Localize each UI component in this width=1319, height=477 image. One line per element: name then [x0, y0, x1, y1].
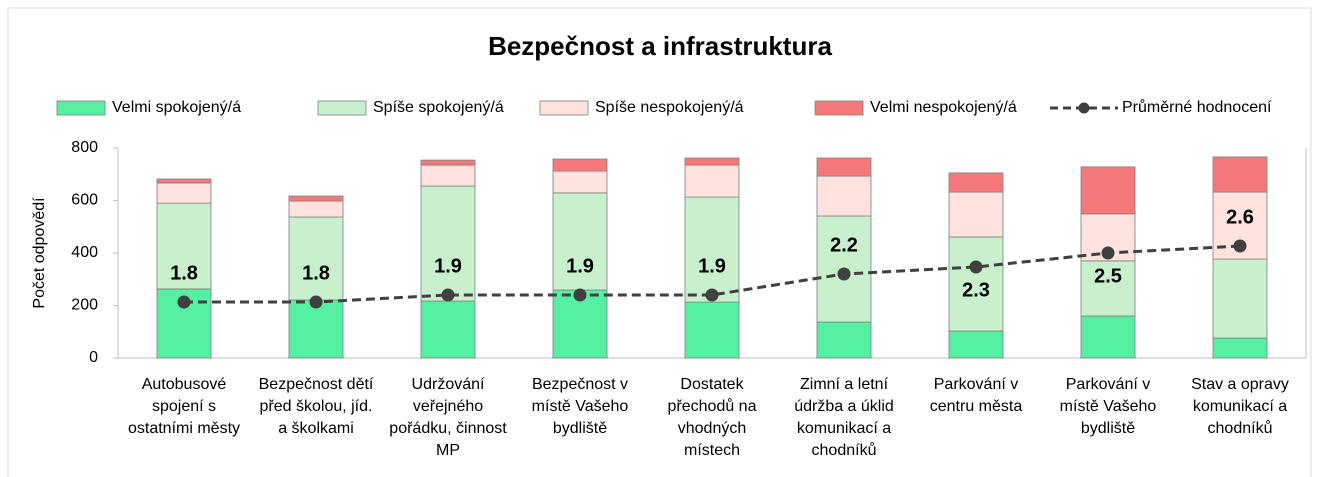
average-point — [1101, 246, 1115, 260]
bar-segment — [156, 178, 212, 184]
bar-segment — [1080, 315, 1136, 359]
bar-segment — [1212, 258, 1268, 339]
chart-frame — [7, 7, 1312, 477]
average-point — [1233, 239, 1247, 253]
bar-segment — [420, 185, 476, 302]
bar-segment — [288, 299, 344, 359]
legend-marker — [1078, 102, 1090, 114]
x-tick-label: Bezpečnost dětí před školou, jíd. a škol… — [258, 376, 374, 437]
bar-segment — [1212, 156, 1268, 193]
bar-segment — [420, 159, 476, 166]
legend-label: Spíše spokojený/á — [373, 99, 504, 116]
y-tick-label: 800 — [71, 139, 98, 156]
data-label: 2.6 — [1226, 206, 1254, 228]
x-tick-label: Zimní a letní údržba a úklid komunikací … — [794, 376, 894, 459]
data-label: 1.8 — [170, 262, 198, 284]
bar-segment — [552, 170, 608, 194]
bar-segment — [816, 157, 872, 177]
x-tick-label: Parkování v centru města — [929, 376, 1023, 415]
average-point — [573, 288, 587, 302]
x-tick-label: Parkování v místě Vašeho bydliště — [1059, 376, 1157, 437]
y-tick-label: 400 — [71, 244, 98, 261]
legend-label: Velmi spokojený/á — [112, 99, 241, 116]
average-point — [309, 295, 323, 309]
average-point — [837, 267, 851, 281]
bar-segment — [684, 196, 740, 303]
bar-segment — [816, 321, 872, 359]
bar-segment — [684, 164, 740, 198]
data-label: 1.9 — [566, 255, 594, 277]
bar-segment — [948, 330, 1004, 359]
bar-segment — [948, 172, 1004, 193]
data-label: 1.9 — [698, 255, 726, 277]
y-tick-label: 600 — [71, 192, 98, 209]
bar-segment — [684, 301, 740, 359]
bar-segment — [156, 202, 212, 290]
legend-swatch — [539, 100, 589, 116]
bar-segment — [816, 175, 872, 217]
legend-swatch — [56, 100, 106, 116]
y-tick-label: 200 — [71, 297, 98, 314]
average-point — [441, 288, 455, 302]
data-label: 1.9 — [434, 255, 462, 277]
data-label: 2.2 — [830, 234, 858, 256]
legend-swatch — [814, 100, 864, 116]
y-tick-label: 0 — [89, 349, 98, 366]
legend-label: Průměrné hodnocení — [1122, 98, 1272, 116]
x-tick-label: Bezpečnost v místě Vašeho bydliště — [531, 376, 629, 437]
bar-segment — [288, 216, 344, 301]
x-tick-label: Dostatek přechodů na vhodných místech — [667, 376, 757, 459]
legend-label: Velmi nespokojený/á — [870, 99, 1017, 116]
legend-label: Spíše nespokojený/á — [595, 99, 744, 116]
bar-segment — [1080, 260, 1136, 317]
bar-segment — [948, 236, 1004, 332]
average-point — [177, 295, 191, 309]
bar-segment — [552, 158, 608, 172]
bar-segment — [552, 192, 608, 291]
data-label: 2.5 — [1094, 265, 1122, 287]
legend-swatch — [317, 100, 367, 116]
average-point — [969, 260, 983, 274]
bar-segment — [288, 200, 344, 218]
bar-segment — [684, 157, 740, 166]
y-axis-label: Počet odpovědí — [31, 197, 48, 309]
bar-segment — [156, 182, 212, 204]
average-line — [184, 244, 1241, 304]
data-label: 1.8 — [302, 262, 330, 284]
bar-segment — [948, 191, 1004, 238]
bar-segment — [1212, 337, 1268, 359]
bar-segment — [288, 195, 344, 202]
x-tick-label: Udržování veřejného pořádku, činnost MP — [389, 376, 507, 459]
x-tick-label: Autobusové spojení s ostatními městy — [127, 376, 241, 437]
x-tick-label: Stav a opravy komunikací a chodníků — [1191, 376, 1289, 437]
bar-segment — [420, 164, 476, 187]
data-label: 2.3 — [962, 279, 990, 301]
chart-title: Bezpečnost a infrastruktura — [488, 31, 832, 61]
bar-segment — [1080, 166, 1136, 215]
bar-segment — [420, 300, 476, 359]
average-point — [705, 288, 719, 302]
